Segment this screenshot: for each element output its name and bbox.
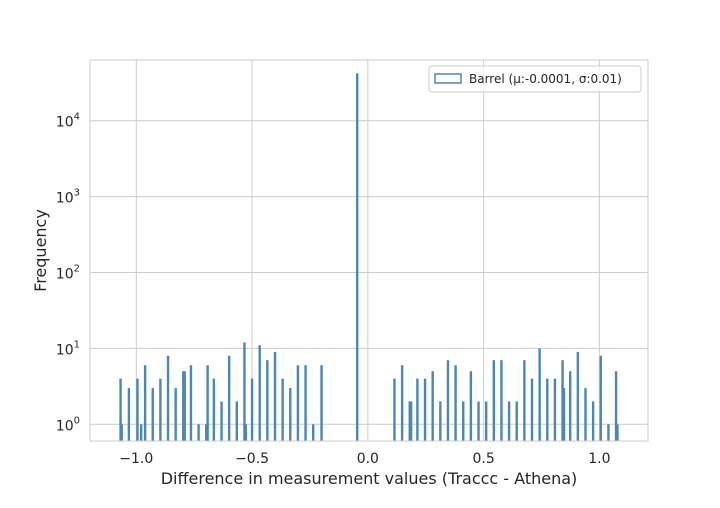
legend-box (428, 65, 642, 93)
y-tick-exponent: 4 (74, 112, 80, 123)
histogram-bar (127, 388, 131, 441)
histogram-bar (614, 371, 618, 441)
histogram-bar (281, 378, 284, 441)
histogram-bar (416, 378, 419, 441)
histogram-bar (454, 365, 457, 441)
histogram-bar (304, 365, 307, 441)
histogram-bars (119, 73, 619, 442)
histogram-bar (289, 388, 292, 441)
histogram-bar (139, 424, 143, 441)
x-tick-label: 1.0 (588, 451, 610, 467)
histogram-bar (492, 360, 495, 441)
y-tick-exponent: 1 (74, 339, 80, 350)
histogram-bar (250, 378, 254, 441)
histogram-bar (206, 365, 209, 441)
histogram-bar (576, 351, 580, 441)
histogram-bar (530, 378, 534, 441)
histogram-bar (523, 360, 526, 441)
histogram-bar (244, 424, 248, 441)
histogram-bar (469, 371, 473, 441)
histogram-bar (166, 355, 170, 441)
histogram-bar (119, 378, 122, 441)
y-tick-exponent: 3 (74, 188, 80, 199)
grid-lines (90, 60, 648, 441)
x-tick-label: 0.0 (357, 451, 379, 467)
y-axis-label: Frequency (31, 209, 50, 292)
histogram-bar (296, 365, 300, 441)
y-tick-exponent: 2 (74, 264, 80, 275)
y-tick-label: 100 (56, 415, 80, 434)
histogram-bar (235, 401, 238, 441)
histogram-bar (212, 378, 216, 441)
histogram-bar (197, 424, 200, 441)
y-tick-base: 10 (56, 191, 74, 207)
histogram-bar (400, 365, 404, 441)
histogram-bar (205, 424, 208, 441)
histogram-bar (227, 355, 231, 441)
histogram-bar (477, 401, 480, 441)
histogram-bar (409, 401, 413, 441)
histogram-bar (507, 401, 511, 441)
x-axis-label: Difference in measurement values (Traccc… (161, 469, 578, 488)
histogram-bar (159, 378, 162, 441)
y-tick-label: 104 (56, 112, 80, 131)
y-tick-base: 10 (56, 342, 74, 358)
histogram-bar (484, 401, 488, 441)
y-tick-label: 101 (56, 339, 80, 358)
y-tick-base: 10 (56, 115, 74, 131)
histogram-bar (546, 378, 549, 441)
histogram-bar (258, 345, 261, 441)
histogram-bar (599, 355, 602, 441)
histogram-bar (393, 378, 396, 441)
histogram-bar (320, 365, 323, 441)
histogram-bar (569, 371, 572, 441)
histogram-bar (183, 371, 186, 441)
x-tick-label: −1.0 (119, 451, 153, 467)
histogram-bar (151, 388, 154, 441)
histogram-bar (189, 365, 193, 441)
histogram-bar (423, 378, 427, 441)
legend: Barrel (μ:-0.0001, σ:0.01) (428, 65, 642, 93)
histogram-bar (408, 401, 411, 441)
histogram-bar (515, 401, 518, 441)
histogram-bar (561, 360, 564, 441)
histogram-bar (607, 424, 610, 441)
histogram-bar (143, 365, 147, 441)
y-tick-exponent: 0 (74, 415, 80, 426)
histogram-bar (120, 424, 123, 441)
y-tick-label: 102 (56, 264, 80, 283)
histogram-bar (500, 360, 503, 441)
histogram-bar (273, 351, 277, 441)
plot-frame (89, 59, 649, 442)
histogram-bar (312, 424, 315, 441)
histogram-bar (584, 388, 587, 441)
histogram-bar (553, 378, 557, 441)
histogram-bar (431, 371, 434, 441)
histogram-bar (439, 401, 442, 441)
x-tick-label: −0.5 (235, 451, 269, 467)
histogram-bar (243, 342, 246, 441)
histogram-bar (182, 371, 185, 441)
y-tick-label: 103 (56, 188, 80, 207)
histogram-bar (446, 360, 450, 441)
histogram-bar (266, 360, 269, 441)
histogram-bar (462, 401, 465, 441)
histogram-bar (355, 73, 359, 442)
histogram-bar (616, 424, 619, 441)
x-axis-ticks: −1.0 −0.5 0.0 0.5 1.0 (119, 451, 610, 467)
x-tick-label: 0.5 (472, 451, 494, 467)
histogram-bar (136, 378, 139, 441)
y-tick-base: 10 (56, 267, 74, 283)
histogram-bar (562, 388, 566, 441)
histogram-bar (220, 401, 223, 441)
legend-entry-label: Barrel (μ:-0.0001, σ:0.01) (469, 72, 622, 86)
histogram-bar (174, 388, 177, 441)
y-tick-base: 10 (56, 418, 74, 434)
legend-swatch (434, 73, 462, 84)
histogram-bar (591, 401, 595, 441)
histogram-bar (538, 348, 541, 441)
